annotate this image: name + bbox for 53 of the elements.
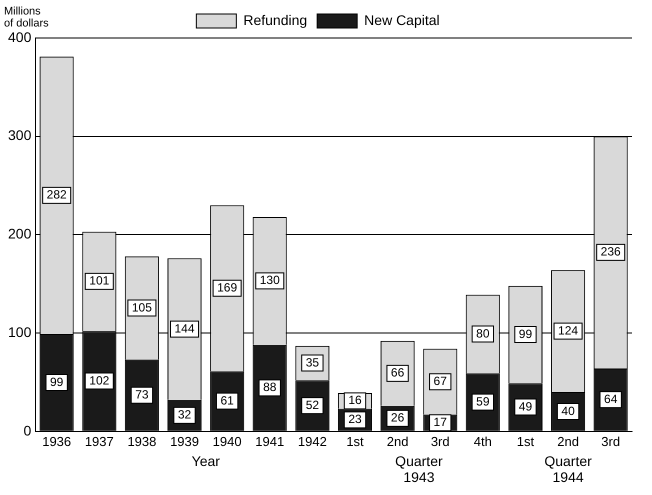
x-tick-label: 3rd	[430, 434, 450, 449]
x-tick-label: 4th	[474, 434, 492, 449]
y-axis-title: Millions of dollars	[4, 6, 50, 30]
text: Year	[192, 452, 220, 469]
data-label: 144	[174, 321, 195, 336]
y-tick-label: 200	[8, 226, 32, 242]
data-label: 80	[476, 326, 490, 340]
data-label: 64	[604, 392, 618, 406]
data-label: 105	[132, 300, 152, 314]
data-label: 16	[348, 393, 362, 408]
data-label: 282	[46, 188, 67, 202]
x-tick-label: 2nd	[386, 434, 408, 449]
y-tick-label: 100	[8, 324, 32, 340]
data-label: 88	[263, 380, 277, 394]
data-label: 73	[135, 388, 149, 402]
x-tick-label: 1936	[42, 434, 72, 449]
data-label: 169	[217, 280, 238, 295]
data-label: 32	[178, 408, 192, 422]
data-label: 59	[476, 394, 490, 408]
legend-label: Refunding	[243, 12, 308, 28]
text: Quarter 1943	[395, 452, 443, 485]
y-tick-label: 400	[8, 28, 32, 45]
x-tick-label: 1942	[298, 434, 327, 449]
data-label: 52	[306, 398, 320, 412]
data-label: 236	[600, 244, 622, 259]
data-label: 23	[348, 412, 362, 426]
x-tick-label: 1940	[212, 434, 242, 449]
x-tick-label: 1st	[516, 434, 535, 449]
x-tick-label: 1939	[170, 434, 199, 449]
data-label: 66	[390, 366, 405, 380]
data-label: 124	[558, 323, 578, 338]
data-label: 101	[89, 274, 110, 288]
data-label: 61	[220, 393, 234, 408]
x-tick-label: 1941	[255, 434, 284, 449]
data-label: 102	[89, 373, 110, 388]
y-tick-label: 0	[24, 422, 32, 438]
data-label: 40	[561, 404, 576, 418]
data-label: 26	[390, 410, 405, 425]
x-tick-label: 1938	[127, 434, 156, 449]
x-tick-label: 1937	[84, 434, 114, 449]
text: Quarter 1944	[544, 452, 592, 485]
data-label: 17	[434, 415, 448, 430]
data-label: 67	[434, 374, 448, 388]
data-label: 99	[518, 326, 532, 341]
legend-label: New Capital	[364, 12, 440, 28]
y-tick-label: 300	[8, 127, 32, 144]
x-tick-label: 3rd	[601, 434, 620, 449]
data-label: 130	[260, 273, 280, 288]
x-tick-label: 1st	[346, 434, 364, 449]
x-tick-label: 2nd	[557, 434, 579, 449]
data-label: 99	[50, 374, 64, 389]
data-label: 49	[518, 399, 532, 414]
data-label: 35	[306, 355, 320, 370]
